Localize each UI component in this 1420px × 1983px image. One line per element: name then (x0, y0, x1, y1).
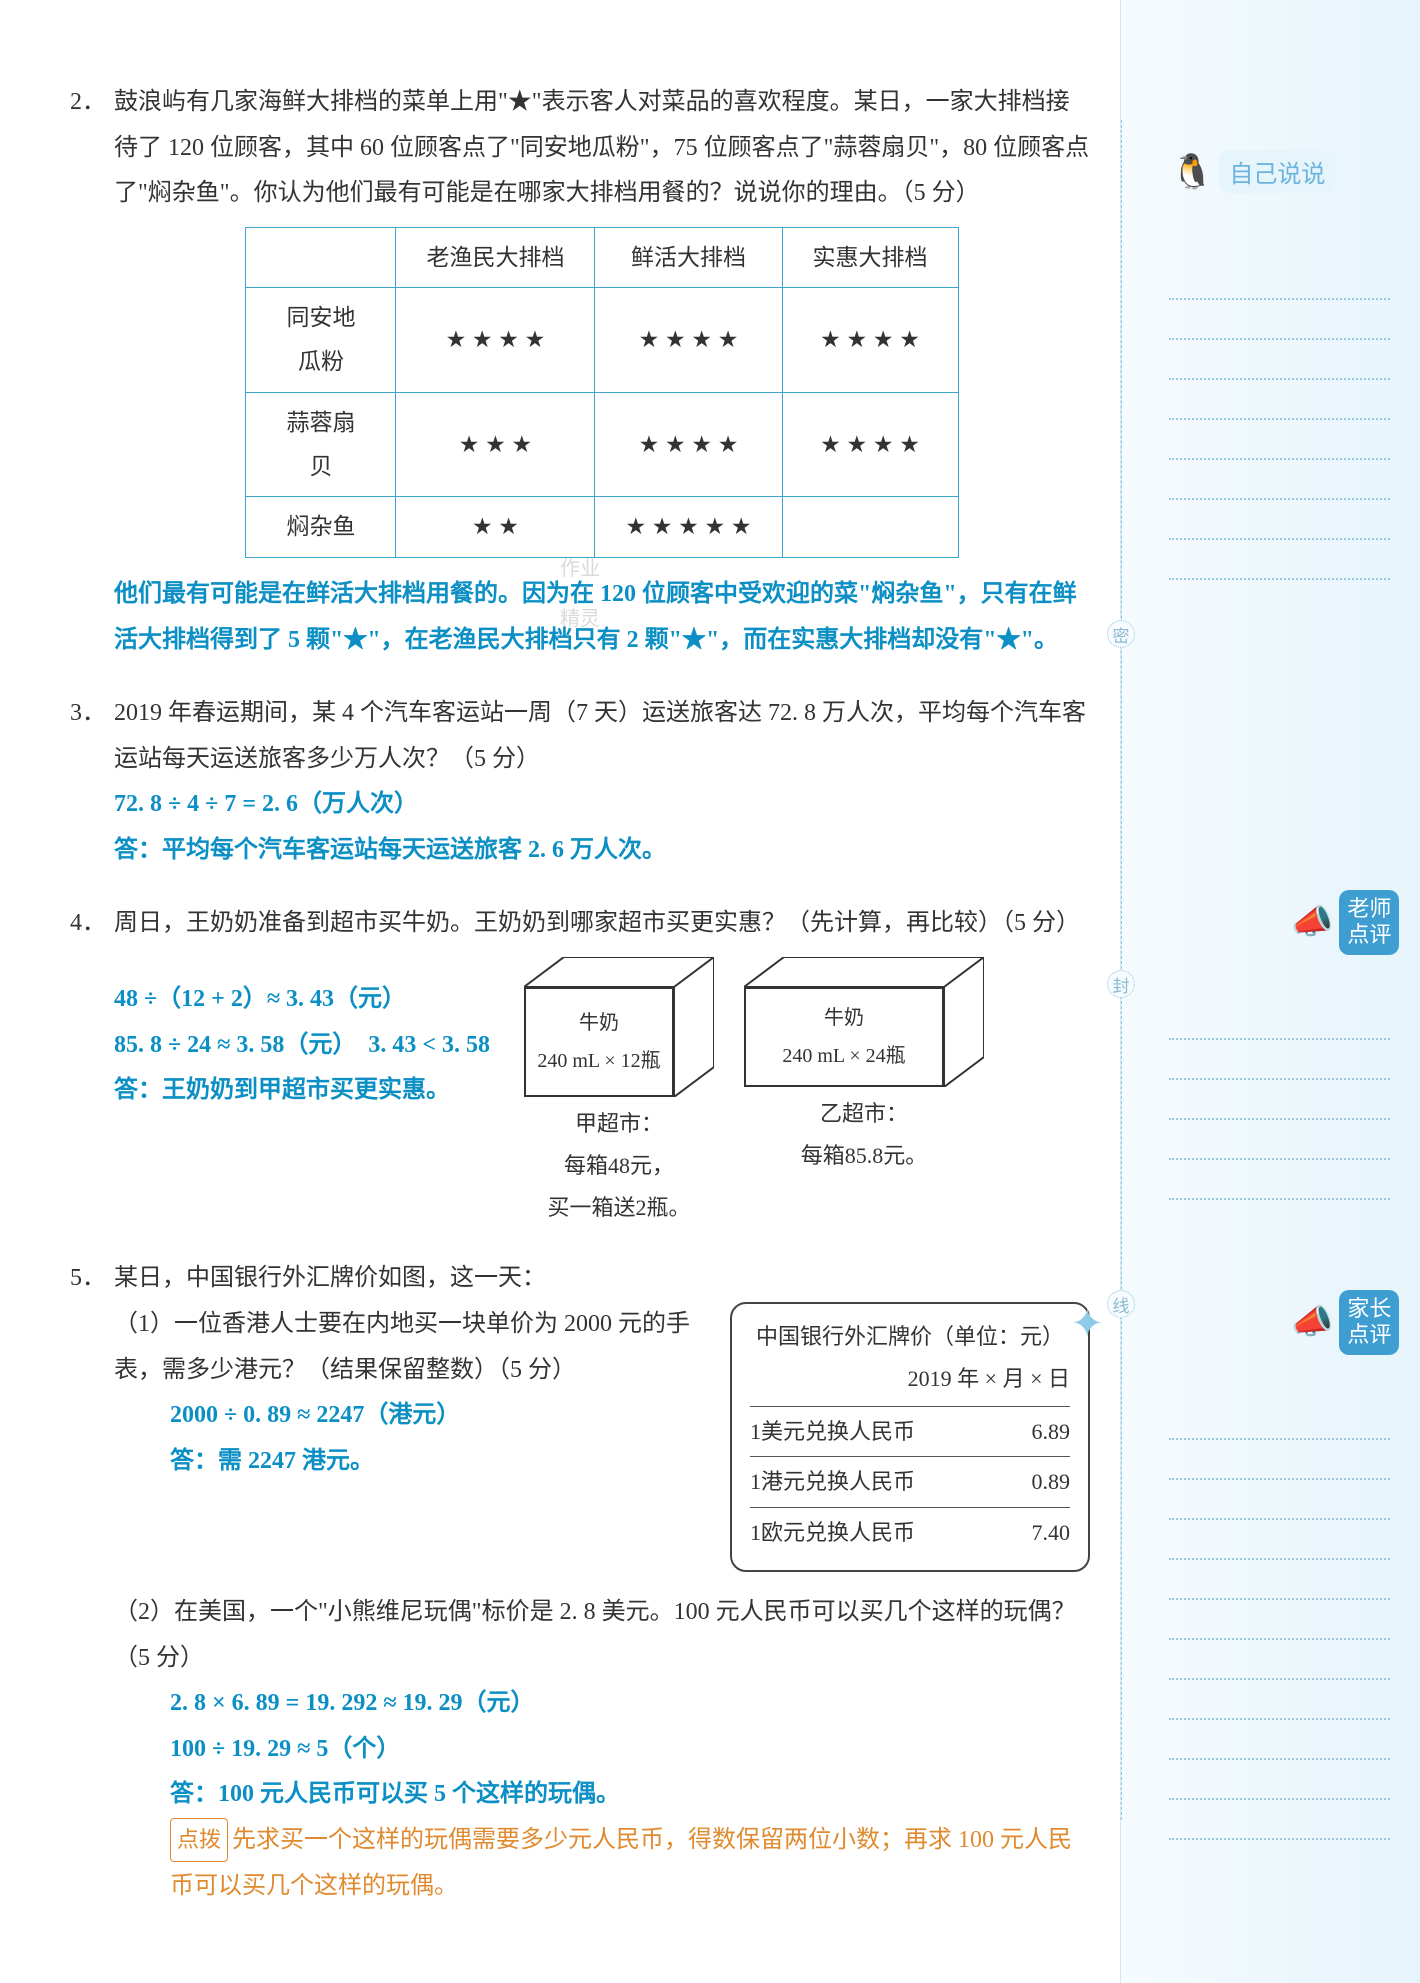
calc-line: 48 ÷（12 + 2）≈ 3. 43（元） (114, 977, 494, 1023)
milk-box-b: 牛奶 240 mL × 24瓶 乙超市： 每箱85.8元。 (744, 957, 984, 1204)
sub-label: （1） (114, 1311, 174, 1337)
mascot-icon: 🐧 (1171, 152, 1213, 192)
megaphone-icon: 📣 (1291, 1302, 1333, 1342)
calc-line: 72. 8 ÷ 4 ÷ 7 = 2. 6（万人次） (114, 782, 1090, 828)
box-spec: 240 mL × 24瓶 (782, 1037, 905, 1075)
problem-intro: 某日，中国银行外汇牌价如图，这一天： (114, 1256, 1090, 1302)
subproblem-2: （2）在美国，一个"小熊维尼玩偶"标价是 2. 8 美元。100 元人民币可以买… (114, 1590, 1090, 1681)
rate-row: 1港元兑换人民币 0.89 (750, 1456, 1070, 1507)
star-icon: ✦ (1070, 1286, 1104, 1362)
card-date: 2019 年 × 月 × 日 (750, 1358, 1070, 1400)
box-label: 牛奶 (824, 999, 864, 1037)
calc-line: 2. 8 × 6. 89 = 19. 292 ≈ 19. 29（元） (114, 1681, 1090, 1727)
badge-label: 家长 点评 (1339, 1290, 1399, 1355)
seal-mi: 密 (1107, 620, 1135, 648)
subproblem-1: （1）一位香港人士要在内地买一块单价为 2000 元的手表，需多少港元？（结果保… (114, 1302, 712, 1393)
table-cell: ★ ★ ★ ★ (595, 392, 782, 496)
shop-name: 甲超市： (524, 1103, 714, 1145)
answer-line: 答：王奶奶到甲超市买更实惠。 (114, 1068, 494, 1114)
problem-number: 3． (70, 691, 114, 873)
table-cell (782, 497, 958, 558)
tip-label: 点拨 (170, 1818, 228, 1862)
table-cell: ★ ★ ★ ★ ★ (595, 497, 782, 558)
rate-label: 1港元兑换人民币 (750, 1461, 915, 1503)
box-label: 牛奶 (579, 1004, 619, 1042)
calc-line: 2000 ÷ 0. 89 ≈ 2247（港元） (114, 1393, 712, 1439)
table-cell: 焖杂鱼 (246, 497, 396, 558)
rate-label: 1欧元兑换人民币 (750, 1512, 915, 1554)
sub-text: 一位香港人士要在内地买一块单价为 2000 元的手表，需多少港元？（结果保留整数… (114, 1311, 690, 1383)
sidebar: 🐧 自己说说 密 封 线 📣 老师 点评 📣 家长 点评 (1120, 0, 1420, 1983)
problem-text: 2019 年春运期间，某 4 个汽车客运站一周（7 天）运送旅客达 72. 8 … (114, 691, 1090, 782)
problem-text: 鼓浪屿有几家海鲜大排档的菜单上用"★"表示客人对菜品的喜欢程度。某日，一家大排档… (114, 80, 1090, 217)
milk-box-a: 牛奶 240 mL × 12瓶 甲超市： 每箱48元， 买一箱送2瓶。 (524, 957, 714, 1228)
rating-table: 老渔民大排档 鲜活大排档 实惠大排档 同安地瓜粉 ★ ★ ★ ★ ★ ★ ★ ★… (245, 227, 958, 558)
calc-line: 100 ÷ 19. 29 ≈ 5（个） (114, 1727, 1090, 1773)
writing-lines (1169, 1400, 1390, 1840)
answer-line: 答：需 2247 港元。 (114, 1439, 712, 1485)
problem-number: 5． (70, 1256, 114, 1909)
table-cell: ★ ★ ★ (396, 392, 595, 496)
problem-5: 5． 某日，中国银行外汇牌价如图，这一天： （1）一位香港人士要在内地买一块单价… (70, 1256, 1090, 1909)
problem-number: 2． (70, 80, 114, 663)
writing-lines (1169, 260, 1390, 580)
self-review-badge: 🐧 自己说说 (1171, 150, 1335, 193)
problem-2: 2． 鼓浪屿有几家海鲜大排档的菜单上用"★"表示客人对菜品的喜欢程度。某日，一家… (70, 80, 1090, 663)
sub-text: 在美国，一个"小熊维尼玩偶"标价是 2. 8 美元。100 元人民币可以买几个这… (114, 1599, 1076, 1671)
rate-row: 1欧元兑换人民币 7.40 (750, 1507, 1070, 1558)
shop-line: 每箱85.8元。 (744, 1135, 984, 1177)
seal-xian: 线 (1107, 1290, 1135, 1318)
box-spec: 240 mL × 12瓶 (537, 1042, 660, 1080)
rate-label: 1美元兑换人民币 (750, 1411, 915, 1453)
badge-label: 自己说说 (1219, 150, 1335, 193)
calc-line: 85. 8 ÷ 24 ≈ 3. 58（元） 3. 43 < 3. 58 (114, 1023, 494, 1069)
table-header (246, 227, 396, 288)
parent-review-badge: 📣 家长 点评 (1291, 1290, 1399, 1355)
rate-value: 0.89 (1032, 1461, 1071, 1503)
table-cell: ★ ★ ★ ★ (782, 288, 958, 392)
problem-text: 周日，王奶奶准备到超市买牛奶。王奶奶到哪家超市买更实惠？（先计算，再比较）（5 … (114, 901, 1090, 947)
problem-number: 4． (70, 901, 114, 1228)
megaphone-icon: 📣 (1291, 902, 1333, 942)
problem-3: 3． 2019 年春运期间，某 4 个汽车客运站一周（7 天）运送旅客达 72.… (70, 691, 1090, 873)
shop-name: 乙超市： (744, 1093, 984, 1135)
main-content: 2． 鼓浪屿有几家海鲜大排档的菜单上用"★"表示客人对菜品的喜欢程度。某日，一家… (0, 0, 1120, 1983)
answer-text: 他们最有可能是在鲜活大排档用餐的。因为在 120 位顾客中受欢迎的菜"焖杂鱼"，… (114, 572, 1090, 663)
rate-value: 7.40 (1032, 1512, 1071, 1554)
table-cell: ★ ★ (396, 497, 595, 558)
table-cell: 同安地瓜粉 (246, 288, 396, 392)
table-cell: ★ ★ ★ ★ (396, 288, 595, 392)
writing-lines (1169, 1000, 1390, 1200)
card-title: 中国银行外汇牌价（单位：元） (750, 1316, 1070, 1358)
rate-row: 1美元兑换人民币 6.89 (750, 1406, 1070, 1457)
teacher-review-badge: 📣 老师 点评 (1291, 890, 1399, 955)
table-header: 实惠大排档 (782, 227, 958, 288)
tip-text: 点拨先求买一个这样的玩偶需要多少元人民币，得数保留两位小数；再求 100 元人民… (114, 1818, 1090, 1909)
answer-line: 答：平均每个汽车客运站每天运送旅客 2. 6 万人次。 (114, 828, 1090, 874)
problem-4: 4． 周日，王奶奶准备到超市买牛奶。王奶奶到哪家超市买更实惠？（先计算，再比较）… (70, 901, 1090, 1228)
badge-label: 老师 点评 (1339, 890, 1399, 955)
shop-line: 每箱48元， (524, 1145, 714, 1187)
sub-label: （2） (114, 1599, 174, 1625)
table-cell: ★ ★ ★ ★ (782, 392, 958, 496)
rate-value: 6.89 (1032, 1411, 1071, 1453)
table-header: 老渔民大排档 (396, 227, 595, 288)
table-cell: 蒜蓉扇贝 (246, 392, 396, 496)
answer-line: 答：100 元人民币可以买 5 个这样的玩偶。 (114, 1772, 1090, 1818)
exchange-rate-card: ✦ 中国银行外汇牌价（单位：元） 2019 年 × 月 × 日 1美元兑换人民币… (730, 1302, 1090, 1572)
table-cell: ★ ★ ★ ★ (595, 288, 782, 392)
shop-line: 买一箱送2瓶。 (524, 1187, 714, 1229)
table-header: 鲜活大排档 (595, 227, 782, 288)
seal-feng: 封 (1107, 970, 1135, 998)
